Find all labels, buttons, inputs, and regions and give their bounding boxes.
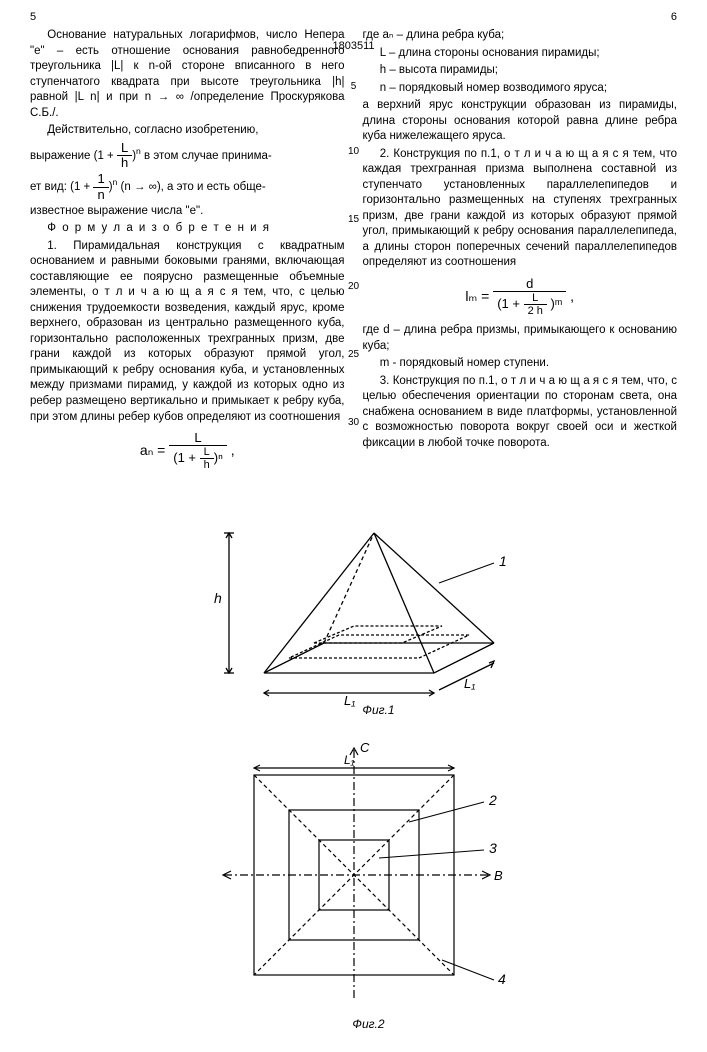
where-clause: L – длина стороны основания пирамиды;: [363, 46, 678, 62]
where-clause: где aₙ – длина ребра куба;: [363, 28, 678, 44]
callout-4: 4: [498, 971, 506, 987]
where-clause: где d – длина ребра призмы, примыкающего…: [363, 323, 678, 354]
formula-lm: lₘ = d (1 + L2 h )ᵐ ,: [363, 277, 678, 317]
svg-text:L₁: L₁: [464, 676, 475, 691]
line-number: 15: [346, 213, 362, 227]
paragraph: Основание натуральных логарифмов, число …: [30, 28, 345, 121]
line-number: 20: [346, 280, 362, 294]
axis-c-label: С: [360, 740, 370, 755]
line-number: 25: [346, 348, 362, 362]
callout-1: 1: [499, 553, 507, 569]
where-clause: n – порядковый номер возводимого яруса;: [363, 81, 678, 97]
figure-1-pyramid: 1 h L₁ L₁: [174, 498, 534, 708]
section-title: Ф о р м у л а и з о б р е т е н и я: [30, 221, 345, 237]
figure-2-plan: 2 3 4 С В L₁: [184, 730, 524, 1020]
line-number: 10: [346, 145, 362, 159]
figure-2-label: Фиг.2: [60, 1016, 677, 1032]
claim-text: 2. Конструкция по п.1, о т л и ч а ю щ а…: [363, 147, 678, 271]
line-number: 5: [346, 80, 362, 94]
axis-L-label: L₁: [344, 753, 355, 767]
claim-text: 3. Конструкция по п.1, о т л и ч а ю щ а…: [363, 374, 678, 452]
axis-b-label: В: [494, 868, 503, 883]
paragraph: а верхний ярус конструкции образован из …: [363, 98, 678, 145]
where-clause: h – высота пирамиды;: [363, 63, 678, 79]
paragraph: ет вид: (1 + 1n)n (n → ∞), а это и есть …: [30, 172, 345, 202]
axis-L-label: L₁: [344, 693, 355, 708]
left-column: Основание натуральных логарифмов, число …: [30, 28, 345, 478]
figure-1-label: Фиг.1: [80, 702, 677, 718]
callout-2: 2: [488, 792, 497, 808]
paragraph: выражение (1 + Lh)n в этом случае приним…: [30, 141, 345, 171]
where-clause: m - порядковый номер ступени.: [363, 356, 678, 372]
callout-3: 3: [489, 840, 497, 856]
formula-an: aₙ = L (1 + Lh)ⁿ ,: [30, 431, 345, 471]
line-number: 30: [346, 416, 362, 430]
paragraph: Действительно, согласно изобретению,: [30, 123, 345, 139]
paragraph: известное выражение числа "е".: [30, 204, 345, 220]
claim-text: 1. Пирамидальная конструкция с квадратны…: [30, 239, 345, 425]
axis-h-label: h: [214, 590, 222, 606]
page-number-left: 5: [30, 10, 36, 25]
right-column: где aₙ – длина ребра куба; L – длина сто…: [363, 28, 678, 478]
page-number-right: 6: [671, 10, 677, 25]
